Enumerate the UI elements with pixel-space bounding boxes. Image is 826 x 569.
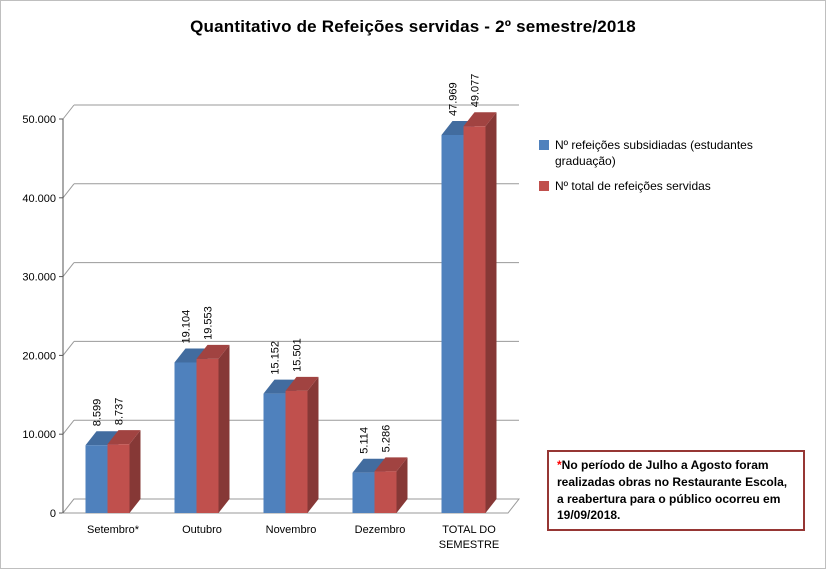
legend-label: Nº total de refeições servidas: [555, 179, 711, 194]
gridline-joint: [62, 104, 75, 120]
bar: [263, 393, 286, 513]
legend-swatch-subsidized: [539, 140, 549, 150]
bar: [352, 472, 375, 513]
gridline-joint: [62, 262, 75, 277]
bar-top: [107, 430, 141, 445]
bar: [285, 390, 308, 513]
footnote-asterisk: *: [557, 458, 562, 472]
bar: [174, 362, 197, 513]
bar: [196, 358, 219, 513]
value-label: 47.969: [448, 82, 460, 116]
value-label: 8.737: [114, 398, 126, 426]
bar: [441, 135, 464, 513]
legend-swatch-total: [539, 181, 549, 192]
bar: [374, 471, 397, 513]
bar-top: [463, 112, 497, 127]
legend-item: Nº total de refeições servidas: [539, 178, 791, 194]
chart-title: Quantitativo de Refeições servidas - 2º …: [190, 17, 636, 36]
legend-item: Nº refeições subsidiadas (estudantes gra…: [539, 137, 791, 169]
gridline-joint: [62, 341, 75, 356]
y-tick-label: 30.000: [22, 272, 56, 284]
bar: [107, 444, 130, 513]
value-label: 19.104: [181, 310, 193, 344]
y-tick-label: 50.000: [22, 114, 56, 126]
y-tick-label: 0: [50, 508, 56, 520]
value-label: 49.077: [470, 74, 482, 108]
bar: [85, 445, 108, 513]
y-tick-label: 10.000: [22, 429, 56, 441]
category-label: TOTAL DO: [442, 524, 496, 536]
value-label: 19.553: [203, 306, 215, 340]
value-label: 15.152: [270, 341, 282, 375]
legend-label: Nº refeições subsidiadas (estudantes gra…: [555, 138, 753, 169]
value-label: 15.501: [292, 338, 304, 372]
bar-side: [396, 457, 408, 513]
value-label: 8.599: [92, 399, 104, 427]
category-label: SEMESTRE: [439, 539, 500, 551]
bar-side: [485, 112, 497, 513]
bar: [463, 126, 486, 513]
category-label: Novembro: [266, 524, 317, 536]
bar-top: [285, 376, 319, 391]
bar-top: [374, 457, 408, 472]
bar-top: [196, 344, 230, 359]
category-label: Dezembro: [355, 524, 406, 536]
gridline-joint: [62, 183, 75, 199]
value-label: 5.114: [359, 427, 371, 454]
bar-side: [218, 344, 230, 513]
y-tick-label: 20.000: [22, 350, 56, 362]
footnote-text: No período de Julho a Agosto foram reali…: [557, 458, 788, 523]
bar-side: [129, 430, 141, 513]
y-tick-label: 40.000: [22, 193, 56, 205]
gridline-joint: [62, 419, 75, 435]
category-label: Outubro: [182, 524, 222, 536]
value-label: 5.286: [381, 425, 393, 453]
legend: Nº refeições subsidiadas (estudantes gra…: [539, 137, 791, 204]
footnote-box: *No período de Julho a Agosto foram real…: [547, 450, 805, 532]
category-label: Setembro*: [87, 524, 140, 536]
bar-side: [307, 376, 319, 513]
